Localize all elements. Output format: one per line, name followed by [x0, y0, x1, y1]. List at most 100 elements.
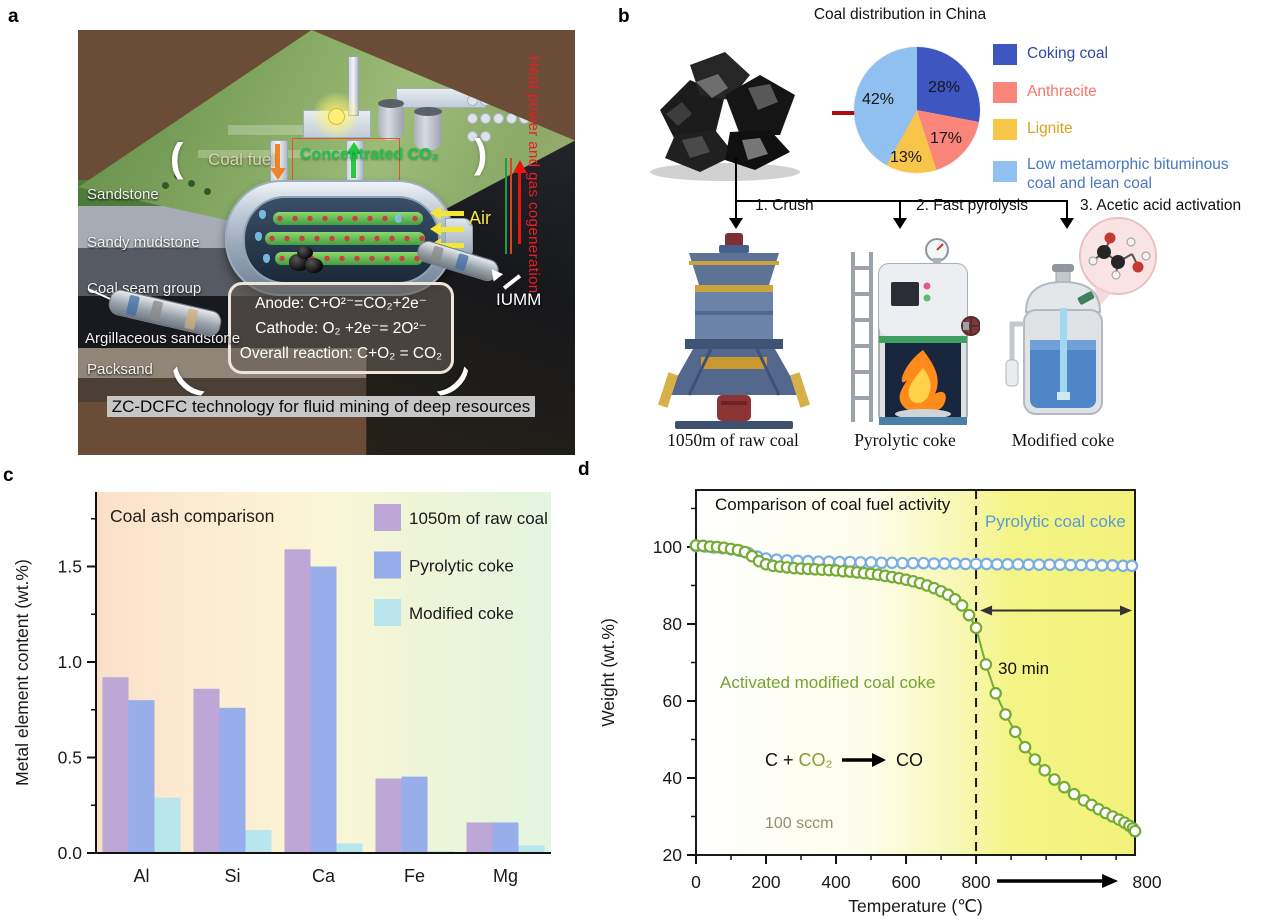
- iumm-label: IUMM: [496, 290, 542, 309]
- svg-text:60: 60: [663, 691, 683, 711]
- svg-text:800: 800: [1132, 872, 1161, 892]
- cogeneration-side-label: Heat power and gas cogeneration: [525, 56, 542, 294]
- svg-text:Mg: Mg: [493, 866, 518, 886]
- legend-swatch-low-metamorphic: [993, 161, 1017, 182]
- co2-arrowhead: [346, 142, 362, 154]
- svg-text:Si: Si: [224, 866, 240, 886]
- coal-distribution-pie: [854, 47, 980, 173]
- svg-text:20: 20: [663, 845, 683, 865]
- panel-label-a: a: [8, 6, 19, 27]
- pie-pct-lowmeta: 42%: [861, 91, 895, 108]
- flow-arrowhead-1: [729, 218, 743, 229]
- svg-text:30 min: 30 min: [998, 659, 1049, 678]
- tree: [204, 188, 211, 195]
- svg-text:800: 800: [961, 872, 990, 892]
- cooling-tower: [414, 107, 442, 150]
- svg-text:Pyrolytic coke: Pyrolytic coke: [409, 557, 514, 576]
- power-line-red: [510, 158, 512, 254]
- svg-text:Activated modified coal coke: Activated modified coal coke: [720, 673, 935, 692]
- cooling-tower: [378, 99, 404, 140]
- label-sandstone: Sandstone: [87, 186, 159, 203]
- panel-label-b: b: [618, 6, 630, 27]
- flow-stem-3: [1066, 200, 1068, 218]
- lightbulb-icon: [328, 108, 345, 125]
- legend-label-low-metamorphic: Low metamorphic bituminous coal and lean…: [1027, 156, 1229, 193]
- legend-label-lignite: Lignite: [1027, 120, 1073, 137]
- legend-label-coking: Coking coal: [1027, 45, 1108, 62]
- anode-tube: [265, 232, 425, 245]
- tree: [174, 172, 181, 179]
- droplet: [263, 254, 270, 263]
- svg-text:80: 80: [663, 614, 683, 634]
- pie-pct-anthracite: 17%: [929, 130, 963, 147]
- coal-fuel-arrowhead: [270, 168, 286, 180]
- droplet: [259, 210, 266, 219]
- anode-reaction: Anode: C+O²⁻=CO₂+2e⁻: [255, 295, 427, 312]
- svg-text:Coal ash comparison: Coal ash comparison: [110, 506, 274, 526]
- activation-reactor-image: [1005, 217, 1157, 415]
- fuel-cell-window: [243, 196, 440, 284]
- svg-text:400: 400: [821, 872, 850, 892]
- coal-ash-bar-chart: Al Si Ca Fe Mg 0.0 0.5 1.0 1.5 Coal ash compariso…: [12, 492, 551, 886]
- svg-text:Fe: Fe: [404, 866, 425, 886]
- svg-text:C + CO₂: C + CO₂: [765, 750, 833, 770]
- droplet: [255, 232, 262, 241]
- label-packsand: Packsand: [87, 361, 153, 378]
- crusher-machine-image: [657, 233, 811, 429]
- droplet: [395, 214, 402, 223]
- panel-a-scene: ( ) ( ) Coal fuel Concentrated CO₂: [78, 30, 575, 455]
- flow-stem-2: [899, 200, 901, 218]
- caption-pyrolytic-coke: Pyrolytic coke: [854, 430, 956, 450]
- legend-swatch-lignite: [993, 119, 1017, 140]
- legend-swatch-coking: [993, 44, 1017, 65]
- flow-stem-coal: [735, 158, 737, 202]
- gas-line-green: [505, 158, 507, 254]
- legend-item-lignite: Lignite: [993, 119, 1073, 140]
- coal-lump: [297, 246, 313, 259]
- legend-item-low-metamorphic: Low metamorphic bituminous coal and lean…: [993, 155, 1255, 194]
- svg-text:1.5: 1.5: [58, 556, 82, 576]
- caption-raw-coal: 1050m of raw coal: [667, 430, 799, 450]
- svg-text:1050m of raw coal: 1050m of raw coal: [409, 509, 548, 528]
- svg-text:Al: Al: [133, 866, 149, 886]
- legend-item-anthracite: Anthracite: [993, 82, 1097, 103]
- cooling-tower-rim: [414, 107, 442, 116]
- field-strip: [228, 125, 348, 135]
- svg-text:Comparison of coal fuel activi: Comparison of coal fuel activity: [715, 495, 951, 514]
- svg-text:1.0: 1.0: [58, 652, 83, 672]
- coal-fuel-arrow: [275, 144, 280, 170]
- svg-text:0.0: 0.0: [58, 843, 83, 863]
- flow-arrowhead-2: [893, 218, 907, 229]
- reaction-equations-box: Anode: C+O²⁻=CO₂+2e⁻ Cathode: O₂ +2e⁻= 2…: [228, 282, 454, 374]
- anode-tube: [273, 212, 423, 225]
- dcfc-fuel-cell: [225, 180, 473, 296]
- panel-a-caption: ZC-DCFC technology for fluid mining of d…: [106, 394, 536, 420]
- panel-label-c: c: [3, 465, 14, 486]
- coal-to-pie-arrow: [832, 111, 862, 115]
- step-label-acetic-acid-activation: 3. Acetic acid activation: [1080, 197, 1242, 214]
- co2-label: Concentrated CO₂: [300, 146, 439, 163]
- panel-a-caption-text: ZC-DCFC technology for fluid mining of d…: [106, 396, 536, 417]
- corner-bracket-top-left: (: [170, 136, 184, 180]
- svg-text:CO: CO: [896, 750, 923, 770]
- svg-text:Ca: Ca: [312, 866, 336, 886]
- svg-text:200: 200: [751, 872, 780, 892]
- legend-label-anthracite: Anthracite: [1027, 83, 1097, 100]
- pie-pct-coking: 28%: [927, 79, 961, 96]
- cooling-tower-rim: [378, 99, 404, 108]
- svg-text:Metal element content (wt.%): Metal element content (wt.%): [12, 559, 32, 786]
- panel-label-d: d: [578, 459, 590, 480]
- svg-text:Weight (wt.%): Weight (wt.%): [598, 618, 618, 727]
- svg-text:100 sccm: 100 sccm: [765, 815, 833, 832]
- tree: [162, 182, 169, 189]
- tree: [188, 180, 195, 187]
- raw-coal-image: [650, 52, 800, 181]
- label-sandy-mudstone: Sandy mudstone: [87, 234, 200, 251]
- svg-text:Modified coke: Modified coke: [409, 604, 514, 623]
- step-label-crush: 1. Crush: [755, 197, 814, 214]
- svg-text:600: 600: [891, 872, 920, 892]
- svg-text:100: 100: [653, 537, 682, 557]
- svg-text:40: 40: [663, 768, 683, 788]
- caption-modified-coke: Modified coke: [1011, 430, 1115, 450]
